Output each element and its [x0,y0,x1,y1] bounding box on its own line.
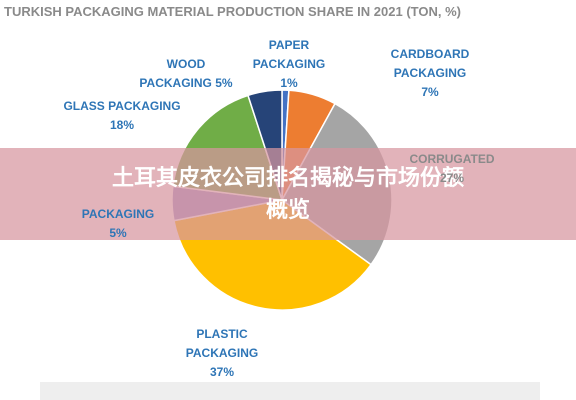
category-label: PAPER PACKAGING [252,38,326,71]
slice-label: PACKAGING 5% [68,205,168,243]
category-label: CARDBOARD PACKAGING [390,47,470,80]
category-label: PACKAGING [81,207,155,221]
slice-label: WOOD PACKAGING 5% [136,55,236,93]
value-label: 1% [280,76,298,90]
banner: 土耳其皮衣公司排名揭秘与市场份额 概览 [0,148,576,240]
category-label: GLASS PACKAGING [63,99,181,113]
value-label: 37% [209,365,235,379]
slice-label: PAPER PACKAGING 1% [234,36,344,93]
footer-strip [40,382,540,400]
chart-title: TURKISH PACKAGING MATERIAL PRODUCTION SH… [4,4,461,19]
banner-line: 土耳其皮衣公司排名揭秘与市场份额 [111,165,464,190]
value-label: 5% [215,76,233,90]
slice-label: PLASTIC PACKAGING 37% [167,325,277,382]
value-label: 18% [109,118,135,132]
value-label: 5% [109,226,127,240]
category-label: CORRUGATED [409,152,495,166]
slice-label: GLASS PACKAGING 18% [52,97,192,135]
category-label: WOOD PACKAGING [139,57,212,90]
value-label: 27% [439,171,465,185]
category-label: PLASTIC PACKAGING [185,327,259,360]
slice-label: CORRUGATED 27% [397,150,507,188]
value-label: 7% [421,85,439,99]
banner-line: 概览 [265,197,310,222]
slice-label: CARDBOARD PACKAGING 7% [380,45,480,102]
